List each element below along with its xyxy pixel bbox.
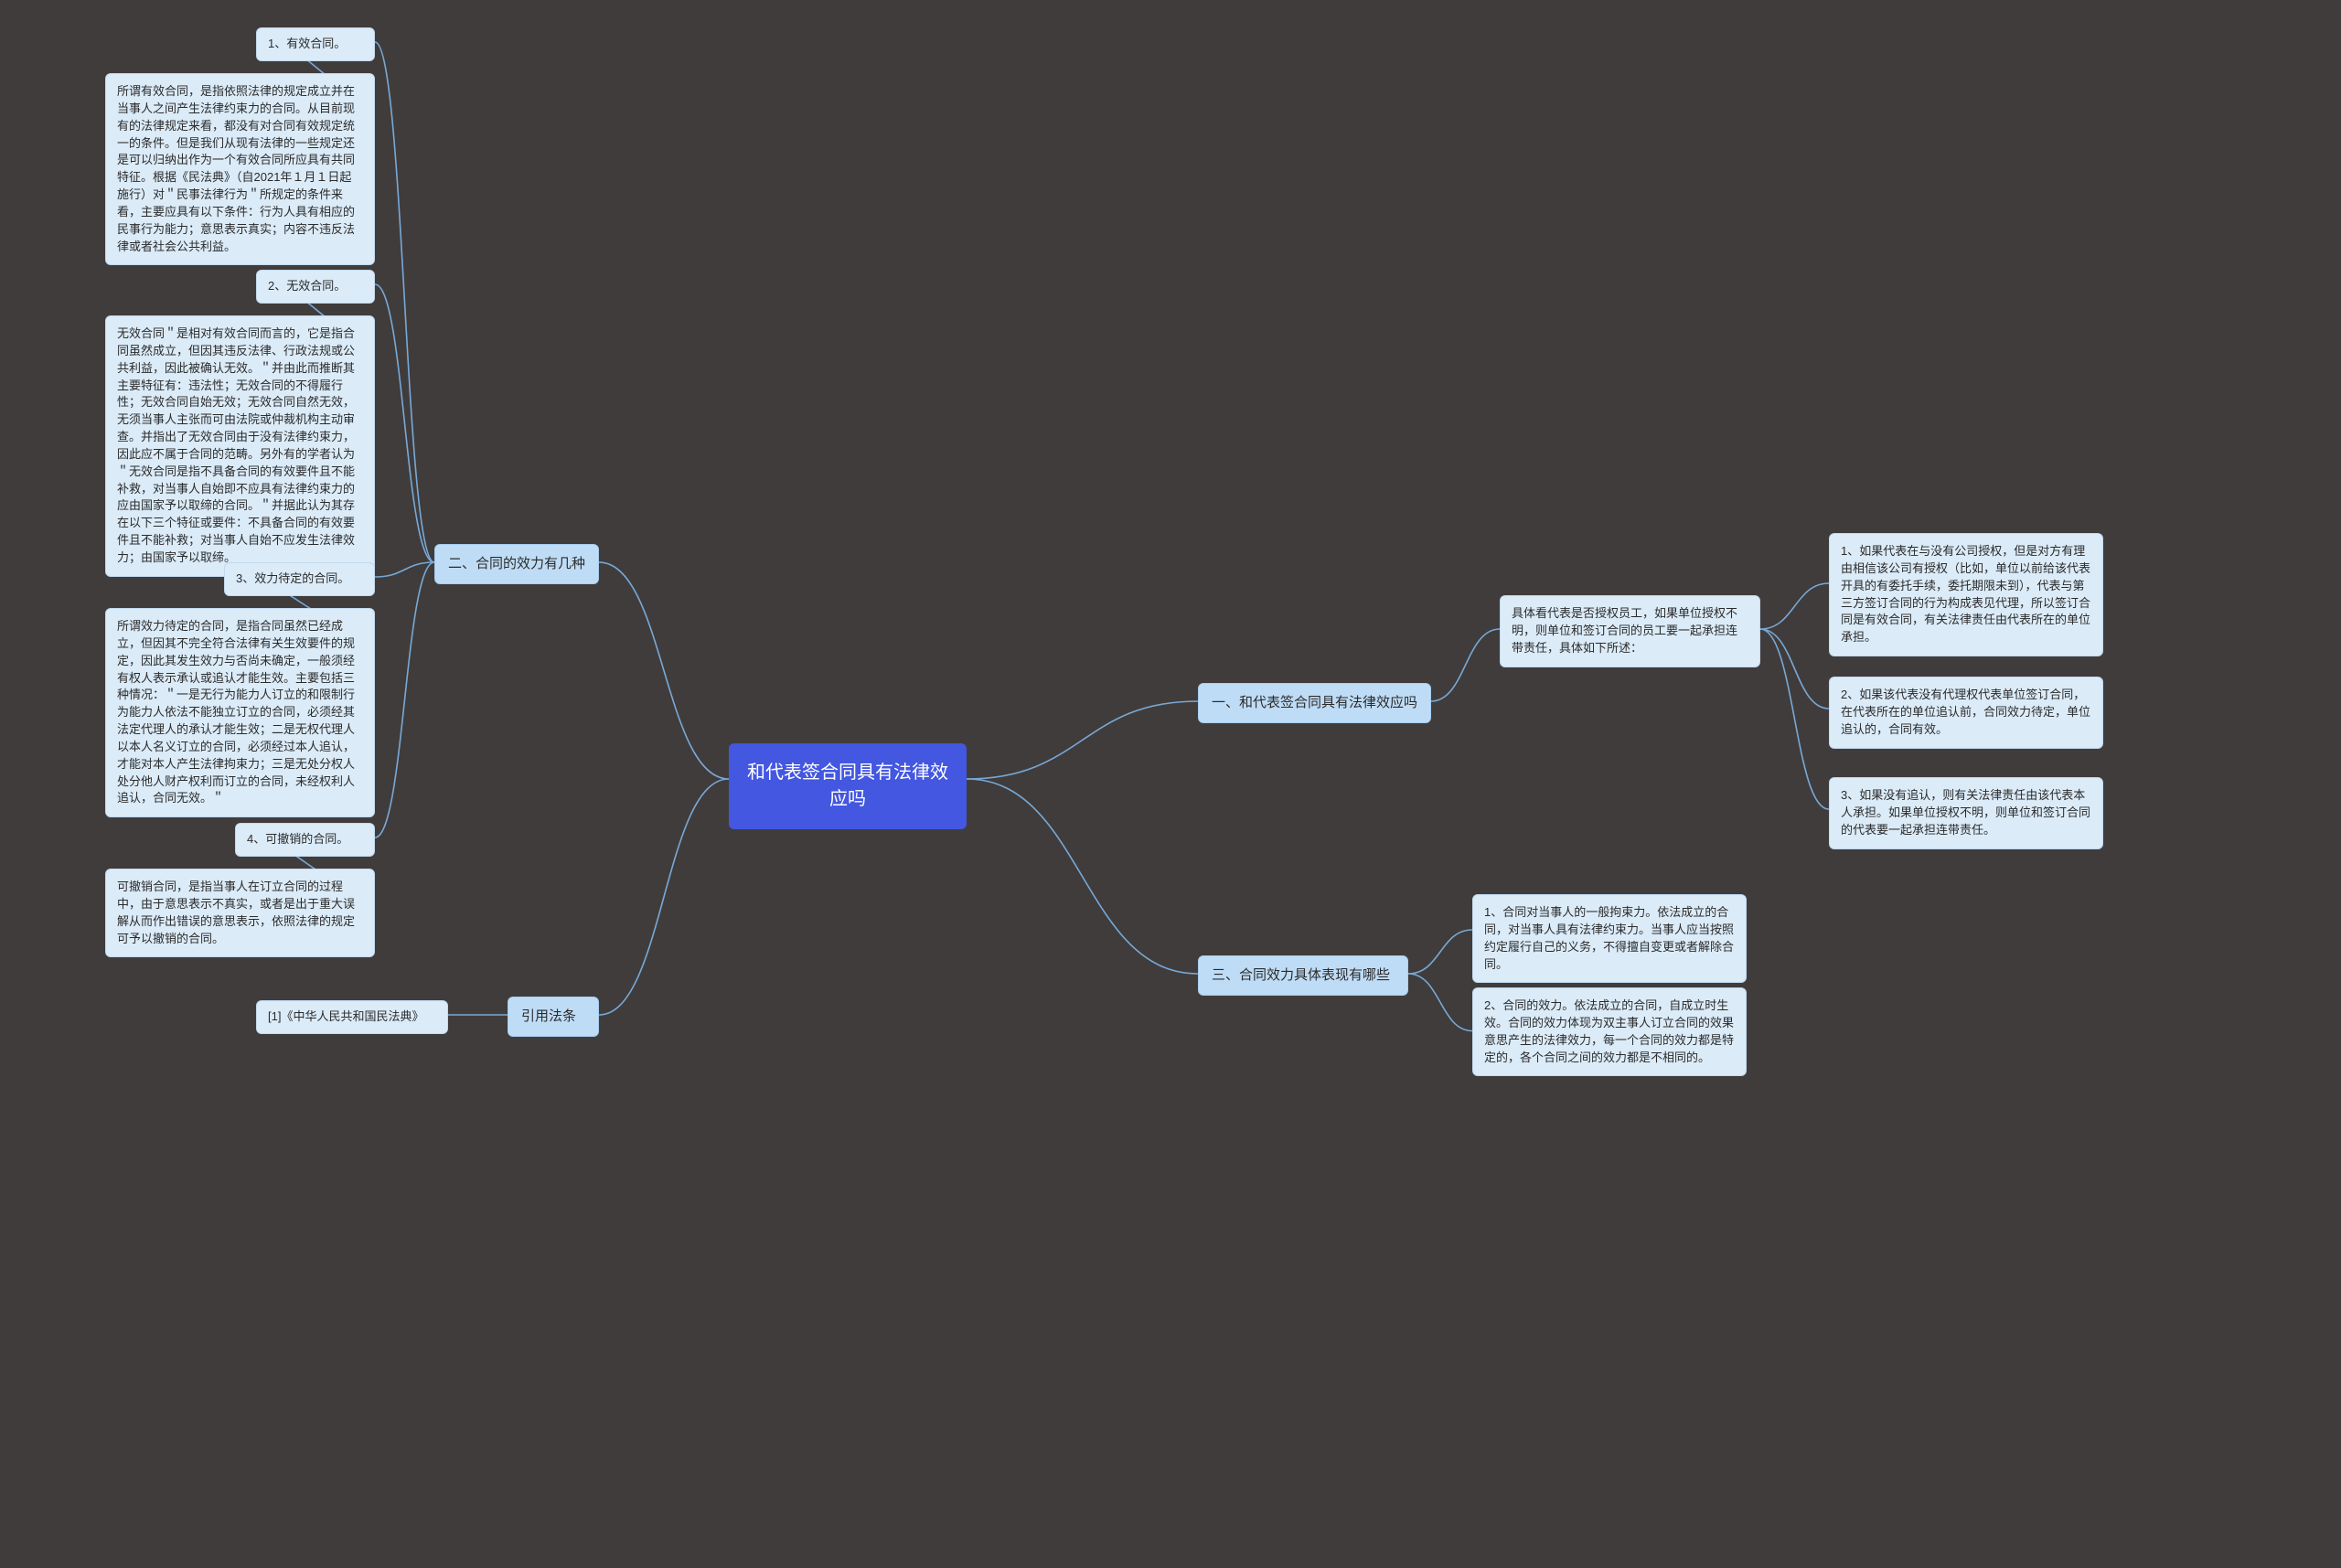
leaf-node: 2、如果该代表没有代理权代表单位签订合同，在代表所在的单位追认前，合同效力待定，…: [1829, 677, 2103, 749]
root-text: 和代表签合同具有法律效应吗: [747, 763, 948, 809]
leaf-node: 1、如果代表在与没有公司授权，但是对方有理由相信该公司有授权（比如，单位以前给该…: [1829, 533, 2103, 656]
branch-node: 一、和代表签合同具有法律效应吗: [1198, 683, 1431, 723]
mindmap-root: 和代表签合同具有法律效应吗: [729, 743, 967, 829]
branch-node: 引用法条: [508, 997, 599, 1037]
branch-node: 三、合同效力具体表现有哪些: [1198, 955, 1408, 996]
paragraph-node: 无效合同＂是相对有效合同而言的，它是指合同虽然成立，但因其违反法律、行政法规或公…: [105, 315, 375, 577]
leaf-node: 1、有效合同。: [256, 27, 375, 61]
leaf-node: 4、可撤销的合同。: [235, 823, 375, 857]
leaf-node: 2、合同的效力。依法成立的合同，自成立时生效。合同的效力体现为双主事人订立合同的…: [1472, 987, 1747, 1076]
paragraph-node: 所谓有效合同，是指依照法律的规定成立并在当事人之间产生法律约束力的合同。从目前现…: [105, 73, 375, 265]
leaf-node: 2、无效合同。: [256, 270, 375, 304]
leaf-node: [1]《中华人民共和国民法典》: [256, 1000, 448, 1034]
paragraph-node: 可撤销合同，是指当事人在订立合同的过程中，由于意思表示不真实，或者是出于重大误解…: [105, 869, 375, 957]
branch-node: 二、合同的效力有几种: [434, 544, 599, 584]
leaf-node: 3、如果没有追认，则有关法律责任由该代表本人承担。如果单位授权不明，则单位和签订…: [1829, 777, 2103, 849]
leaf-node: 3、效力待定的合同。: [224, 562, 375, 596]
paragraph-node: 所谓效力待定的合同，是指合同虽然已经成立，但因其不完全符合法律有关生效要件的规定…: [105, 608, 375, 817]
leaf-node: 具体看代表是否授权员工，如果单位授权不明，则单位和签订合同的员工要一起承担连带责…: [1500, 595, 1760, 667]
leaf-node: 1、合同对当事人的一般拘束力。依法成立的合同，对当事人具有法律约束力。当事人应当…: [1472, 894, 1747, 983]
